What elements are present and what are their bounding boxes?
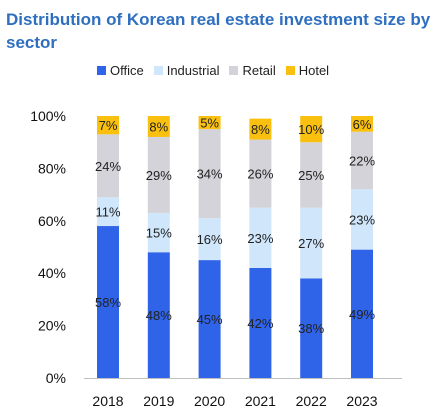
y-tick-label: 100%: [30, 108, 66, 124]
data-label-retail-2023: 22%: [349, 154, 375, 169]
data-label-office-2023: 49%: [349, 307, 375, 322]
x-tick-label: 2021: [245, 393, 276, 409]
x-tick-label: 2018: [92, 393, 123, 409]
bar-segment-office-2022: [300, 278, 323, 378]
data-label-retail-2022: 25%: [298, 168, 324, 183]
legend-swatch-office: [97, 65, 106, 75]
data-label-hotel-2020: 5%: [200, 116, 219, 131]
data-label-office-2019: 48%: [146, 308, 172, 323]
data-label-office-2018: 58%: [95, 295, 121, 310]
data-label-office-2022: 38%: [298, 321, 324, 336]
bar-segment-retail-2020: [198, 129, 221, 219]
data-label-retail-2021: 26%: [247, 167, 273, 182]
bar-segment-industrial-2020: [198, 218, 221, 261]
y-tick-label: 40%: [38, 265, 66, 281]
bar-segment-industrial-2019: [147, 212, 170, 253]
bar-segment-retail-2018: [97, 134, 119, 198]
bar-segment-hotel-2021: [249, 118, 272, 140]
legend-item-hotel: Hotel: [285, 62, 330, 78]
legend-swatch-industrial: [153, 65, 163, 75]
legend-swatch-hotel: [285, 65, 295, 75]
x-tick-label: 2020: [194, 393, 225, 409]
legend-swatch-retail: [229, 65, 239, 75]
legend-item-office: Office: [97, 63, 144, 78]
data-label-industrial-2021: 23%: [247, 231, 273, 246]
bar-segment-office-2023: [351, 249, 373, 378]
legend-label-industrial: Industrial: [166, 62, 220, 78]
bar-segment-retail-2023: [351, 131, 373, 190]
data-label-retail-2018: 24%: [95, 159, 121, 174]
bar-segment-retail-2019: [147, 136, 170, 213]
y-tick-label: 80%: [38, 160, 66, 176]
data-label-hotel-2022: 10%: [298, 122, 324, 137]
y-tick-label: 0%: [46, 370, 66, 386]
bar-segment-hotel-2018: [97, 116, 119, 135]
bar-segment-industrial-2023: [351, 189, 373, 250]
bar-segment-office-2019: [147, 252, 170, 378]
data-label-office-2020: 45%: [197, 312, 223, 327]
bar-segment-hotel-2022: [300, 116, 323, 143]
data-label-retail-2020: 34%: [197, 167, 223, 182]
bar-segment-industrial-2022: [300, 207, 323, 279]
legend-label-retail: Retail: [242, 62, 276, 78]
data-label-industrial-2018: 11%: [95, 205, 120, 220]
data-label-industrial-2023: 23%: [349, 212, 375, 227]
bar-segment-office-2020: [198, 260, 221, 378]
data-label-hotel-2019: 8%: [149, 119, 168, 134]
data-label-hotel-2018: 7%: [99, 118, 118, 133]
data-label-industrial-2022: 27%: [298, 236, 324, 251]
y-tick-label: 60%: [38, 213, 66, 229]
x-tick-label: 2023: [346, 393, 377, 409]
data-label-industrial-2020: 16%: [197, 232, 223, 247]
bar-segment-industrial-2021: [249, 207, 272, 268]
data-label-hotel-2021: 8%: [251, 122, 270, 137]
bar-segment-hotel-2019: [147, 116, 170, 137]
x-tick-label: 2022: [296, 393, 327, 409]
bar-segment-hotel-2023: [351, 116, 373, 132]
legend: Office Industrial Retail Hotel: [97, 62, 339, 78]
data-label-retail-2019: 29%: [146, 168, 172, 183]
bar-segment-retail-2021: [249, 139, 272, 208]
chart-title: Distribution of Korean real estate inves…: [6, 10, 431, 52]
bar-segment-office-2018: [97, 226, 119, 378]
legend-item-retail: Retail: [229, 62, 276, 78]
legend-label-hotel: Hotel: [298, 62, 330, 78]
data-label-industrial-2019: 15%: [146, 226, 172, 241]
bar-segment-retail-2022: [300, 142, 323, 208]
legend-label-office: Office: [110, 62, 144, 78]
bar-segment-hotel-2020: [198, 116, 221, 130]
bar-segment-industrial-2018: [97, 197, 119, 227]
data-label-office-2021: 42%: [247, 316, 273, 331]
data-label-hotel-2023: 6%: [353, 117, 372, 132]
x-tick-label: 2019: [143, 393, 174, 409]
bar-segment-office-2021: [249, 267, 272, 378]
legend-item-industrial: Industrial: [153, 62, 220, 78]
y-tick-label: 20%: [38, 318, 66, 334]
